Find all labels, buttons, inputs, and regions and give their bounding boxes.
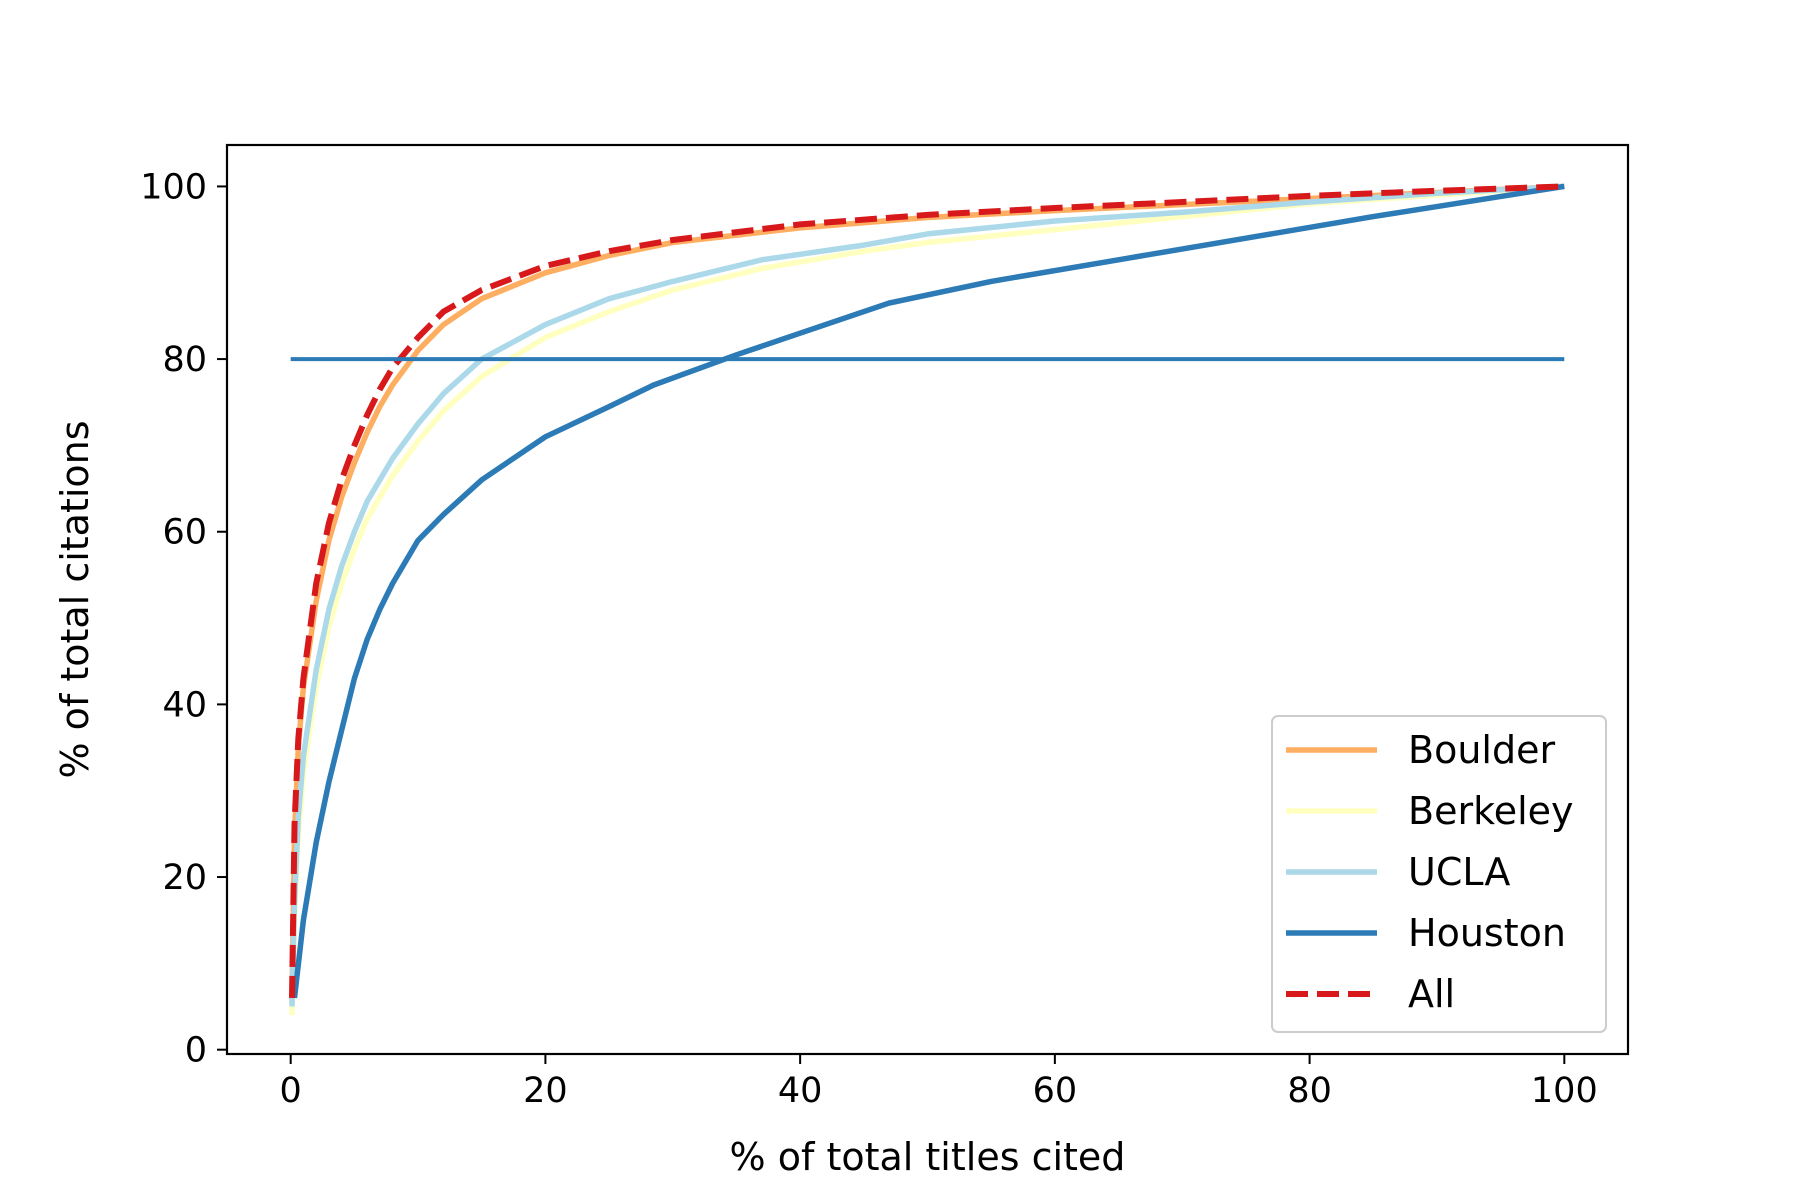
y-axis: 0 20 40 60 80 100: [140, 167, 227, 1071]
series-line-houston: [291, 183, 1565, 999]
legend: Boulder Berkeley UCLA Houston All: [1271, 715, 1607, 1033]
legend-label-all: All: [1408, 972, 1455, 1016]
x-tick-label: 20: [523, 1071, 568, 1111]
y-tick-label: 20: [162, 858, 207, 898]
y-axis-label: % of total citations: [53, 420, 97, 778]
x-axis: 0 20 40 60 80 100: [280, 1054, 1598, 1111]
legend-label-houston: Houston: [1408, 911, 1566, 955]
y-tick-label: 60: [162, 513, 207, 553]
legend-label-berkeley: Berkeley: [1408, 789, 1574, 833]
series-layer: [289, 183, 1565, 1016]
x-tick-label: 0: [280, 1071, 302, 1111]
x-axis-label: % of total titles cited: [730, 1135, 1126, 1179]
legend-box: [1271, 715, 1607, 1033]
x-tick-label: 60: [1033, 1071, 1078, 1111]
legend-label-boulder: Boulder: [1408, 728, 1555, 772]
x-tick-label: 80: [1287, 1071, 1332, 1111]
series-line-ucla: [289, 183, 1565, 1007]
x-tick-label: 100: [1531, 1071, 1598, 1111]
legend-label-ucla: UCLA: [1408, 850, 1510, 894]
y-tick-label: 0: [185, 1031, 207, 1071]
series-line-all: [289, 183, 1565, 998]
plot-frame: [225, 143, 1630, 1056]
x-tick-label: 40: [778, 1071, 823, 1111]
y-tick-label: 40: [162, 685, 207, 725]
y-tick-label: 80: [162, 340, 207, 380]
y-tick-label: 100: [140, 167, 207, 207]
